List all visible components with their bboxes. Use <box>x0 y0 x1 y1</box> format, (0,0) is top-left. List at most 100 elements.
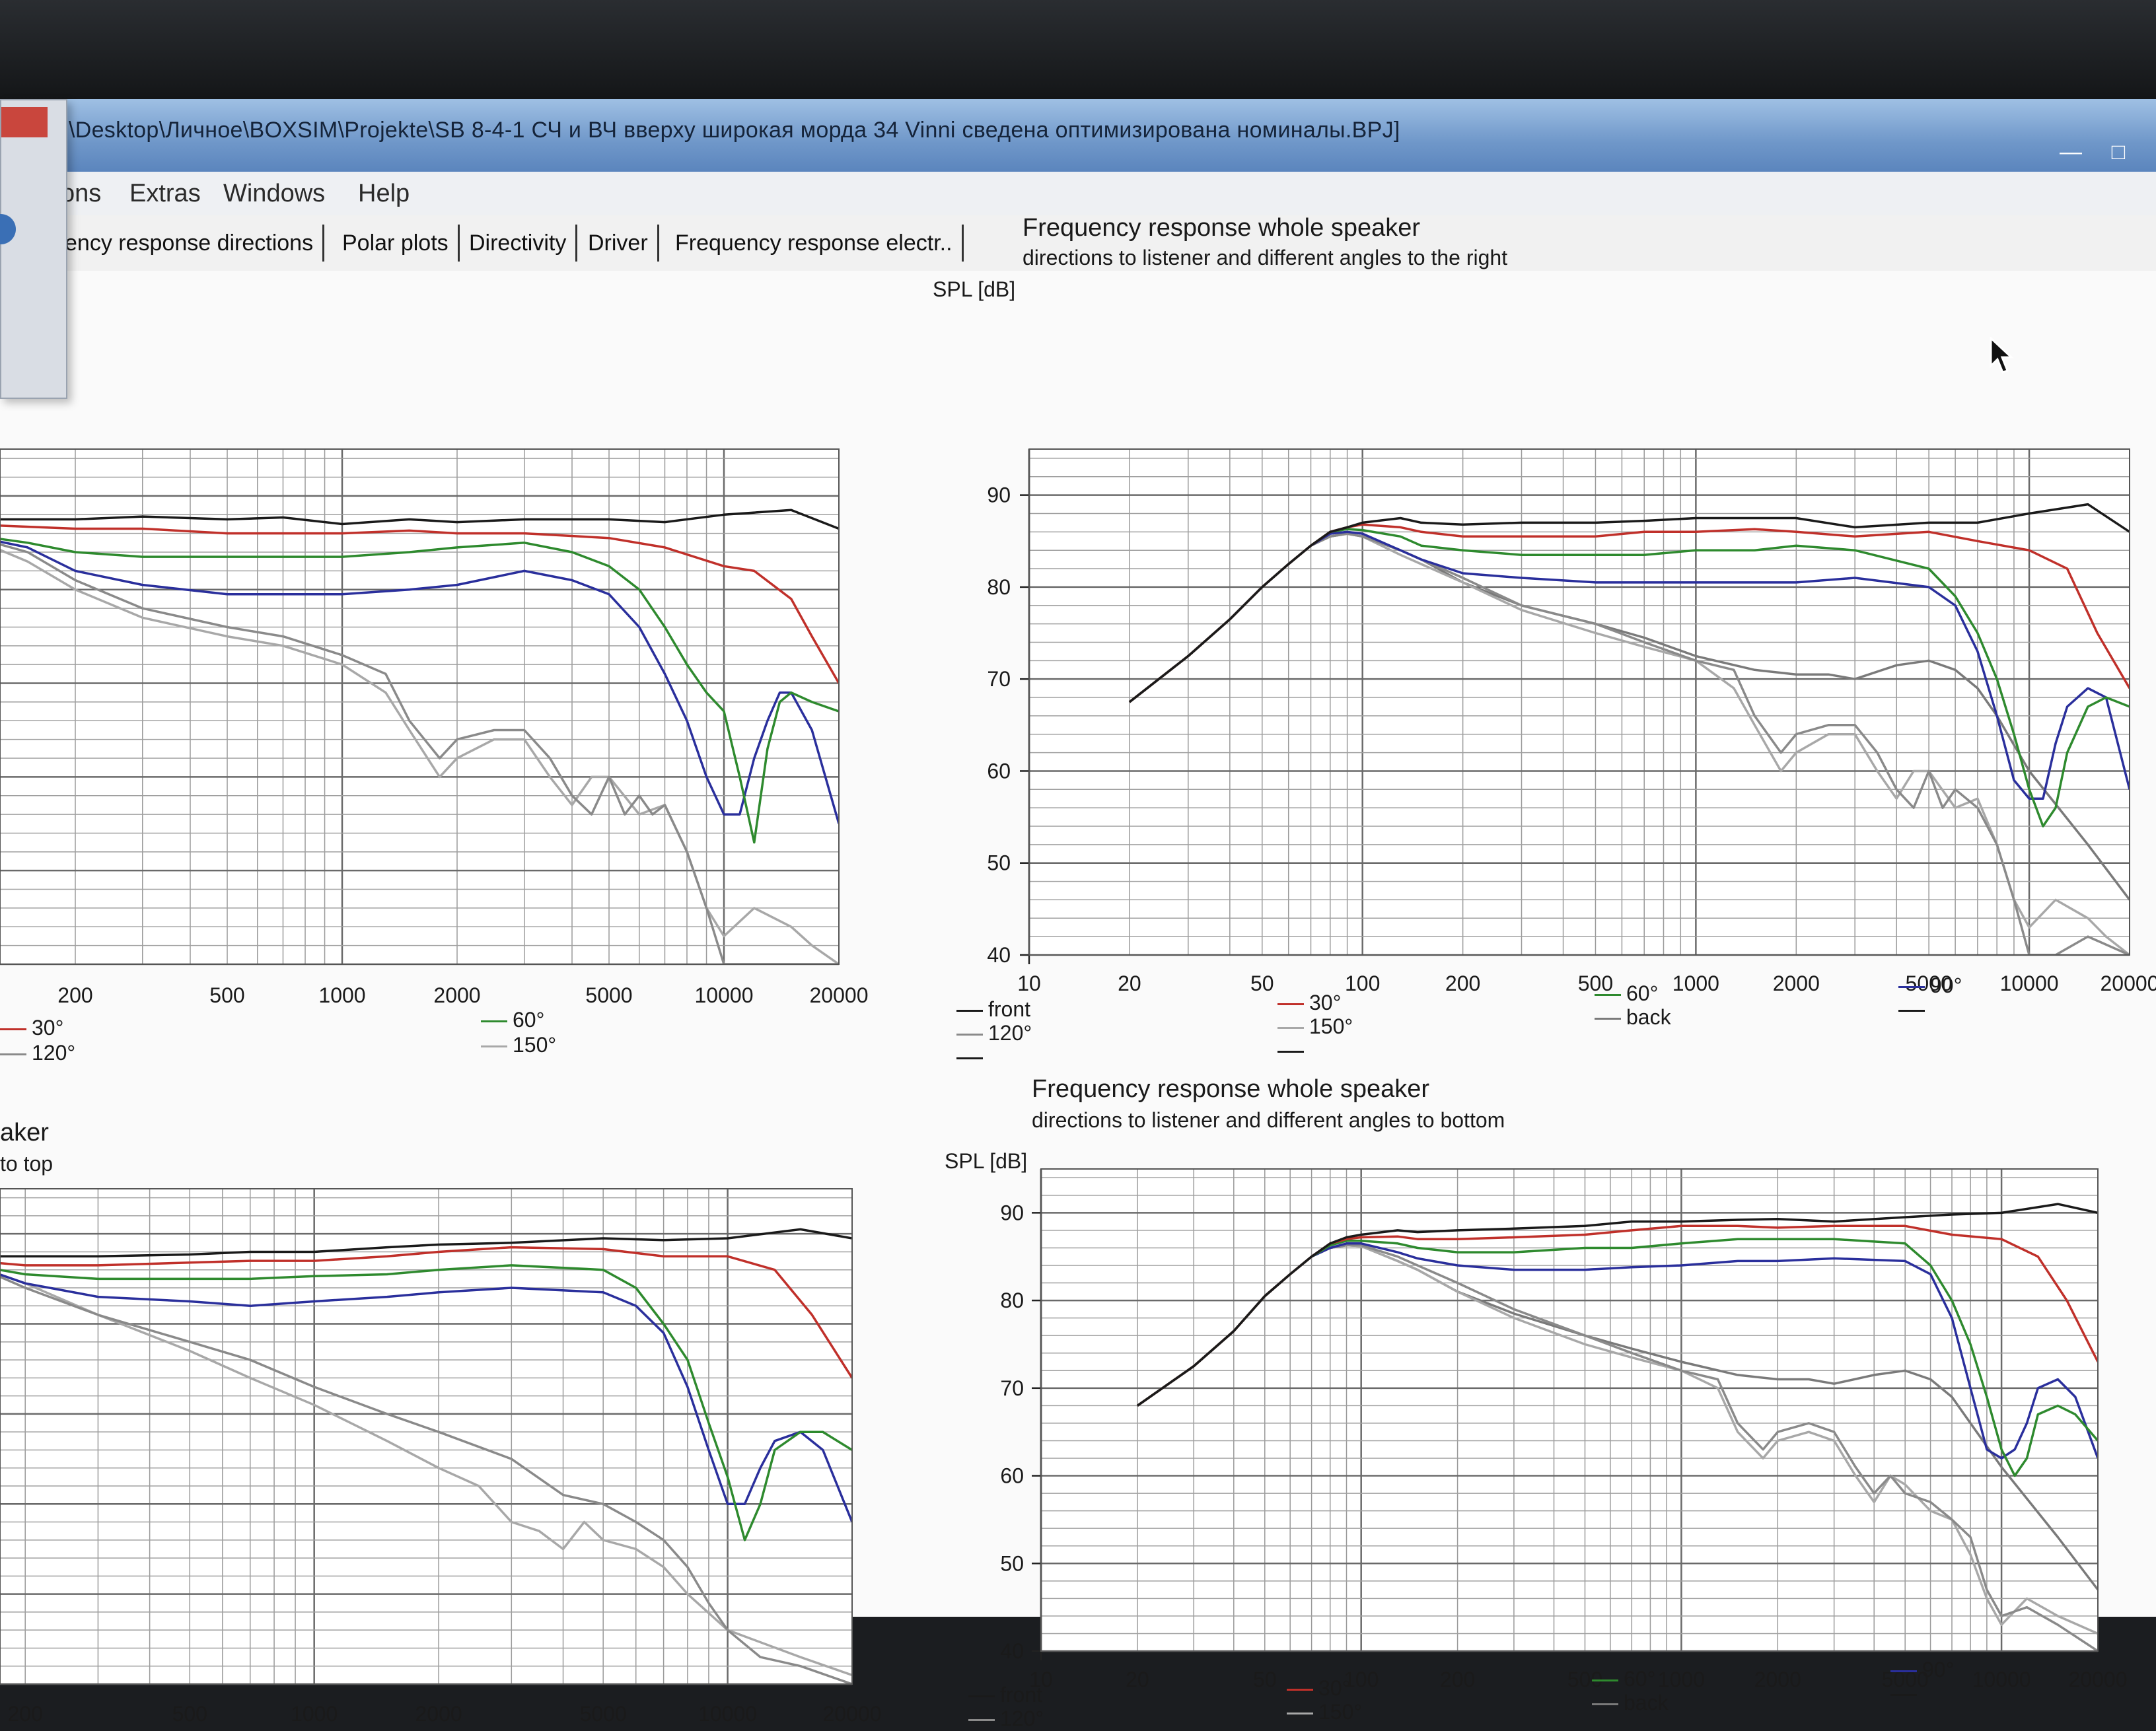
y-tick-label: 60 <box>987 759 1011 783</box>
menu-bar: ons Extras Windows Help <box>0 172 2156 216</box>
y-tick-label: 50 <box>1000 1551 1024 1575</box>
tab-directivity[interactable]: Directivity <box>460 225 578 262</box>
series-line-90deg <box>0 540 839 824</box>
x-tick-label: 50 <box>1250 971 1274 995</box>
legend-item-60: 60° <box>1595 981 1658 1006</box>
tab-driver[interactable]: Driver <box>579 225 659 262</box>
x-tick-label: 500 <box>1578 971 1613 995</box>
chart-top-right-svg: 10 20 50 100 200 500 1000 2000 5000 10000 20000 40 5… <box>987 448 2156 995</box>
legend-item-120: 120° <box>968 1707 1044 1731</box>
y-tick-label: 90 <box>1000 1201 1024 1224</box>
x-tick-label: 20 <box>1126 1668 1149 1691</box>
x-tick-label: 1000 <box>1672 971 1719 995</box>
x-tick-label: 2000 <box>433 983 480 1007</box>
floating-toolbox[interactable] <box>0 99 67 399</box>
chart-subtitle: directions to listener and different ang… <box>1023 246 1508 269</box>
x-tick-label: 1000 <box>1658 1668 1705 1691</box>
menu-windows[interactable]: Windows <box>223 180 326 207</box>
menu-extras[interactable]: Extras <box>129 180 201 207</box>
legend-item-back: back <box>1595 1005 1671 1030</box>
x-tick-label: 2000 <box>1773 971 1820 995</box>
legend-item-150: 150° <box>1287 1700 1362 1724</box>
x-tick-label: 200 <box>8 1702 43 1726</box>
help-icon[interactable] <box>0 214 16 244</box>
x-tick-label: 50 <box>1253 1668 1277 1691</box>
chart-subtitle: to top <box>0 1152 54 1176</box>
y-tick-label: 40 <box>1000 1639 1024 1663</box>
x-tick-label: 200 <box>57 983 92 1007</box>
y-tick-label: 40 <box>987 943 1011 967</box>
y-tick-label: 80 <box>987 575 1011 599</box>
series-line-150deg <box>0 548 839 964</box>
legend-item-front: front <box>956 997 1030 1022</box>
plot-background <box>0 449 839 964</box>
series-group <box>0 509 839 964</box>
series-line-front <box>1136 1203 2098 1407</box>
x-tick-label: 500 <box>172 1702 207 1726</box>
x-tick-label: 500 <box>209 983 244 1007</box>
legend-item-150: 150° <box>481 1033 556 1057</box>
title-bar[interactable]: \Desktop\Личное\BOXSIM\Projekte\SB 8-4-1… <box>0 99 2156 172</box>
y-tick-label: 70 <box>1000 1376 1024 1400</box>
series-line-120deg <box>0 543 839 964</box>
y-axis-label: SPL [dB] <box>945 1149 1028 1173</box>
x-tick-label: 2000 <box>1754 1668 1801 1691</box>
legend-item-front: front <box>968 1683 1042 1707</box>
chart-top-right: Frequency response whole speaker directi… <box>925 214 2156 1060</box>
legend-item-30: 30° <box>1287 1676 1350 1701</box>
legend-item-120: 120° <box>0 1041 75 1065</box>
x-tick-label: 10 <box>1017 971 1041 995</box>
x-tick-label: 20000 <box>810 983 869 1007</box>
legend-item-blank <box>1898 997 1930 1022</box>
x-tick-label: 5000 <box>580 1702 627 1726</box>
x-tick-label: 10000 <box>698 1702 757 1726</box>
tab-frequency-response-directions[interactable]: ency response directions <box>55 225 325 262</box>
plot-area: 200 500 1000 2000 5000 10000 20000 30° 120° 60… <box>0 214 2156 1730</box>
legend-item-blank <box>1890 1681 1922 1706</box>
tab-frequency-response-electr[interactable]: Frequency response electr.. <box>666 225 964 262</box>
chart-title: aker <box>0 1119 49 1147</box>
tab-polar-plots[interactable]: Polar plots <box>333 225 460 262</box>
series-line-60deg <box>0 1264 852 1541</box>
x-tick-label: 20 <box>1118 971 1141 995</box>
legend-item-blank <box>956 1045 988 1069</box>
series-line-90deg <box>0 1273 852 1523</box>
legend-item-30: 30° <box>1277 991 1341 1015</box>
x-tick-label: 20000 <box>823 1702 882 1726</box>
plot-frame <box>0 448 840 965</box>
x-tick-label: 5000 <box>585 983 632 1007</box>
y-tick-label: 60 <box>1000 1464 1024 1488</box>
y-tick-label: 50 <box>987 851 1011 875</box>
mouse-cursor-icon <box>1990 337 2014 374</box>
chart-bottom-right: Frequency response whole speaker directi… <box>925 964 2156 1730</box>
close-icon[interactable] <box>1 107 48 137</box>
monitor-bezel <box>0 0 2156 99</box>
legend-item-120: 120° <box>956 1021 1032 1045</box>
grid <box>1040 1169 2099 1652</box>
x-tick-label: 2000 <box>415 1702 462 1726</box>
chart-title: Frequency response whole speaker <box>1023 214 1421 242</box>
tab-bar: ency response directions Polar plots Dir… <box>0 215 2156 271</box>
maximize-button[interactable]: □ <box>2111 139 2126 164</box>
plot-background <box>0 1189 852 1684</box>
chart-top-left-svg: 200 500 1000 2000 5000 10000 20000 <box>0 448 868 1007</box>
series-line-30deg <box>0 1246 852 1379</box>
x-tick-label: 200 <box>1440 1668 1475 1691</box>
plot-background <box>1029 449 2130 955</box>
grid <box>0 449 840 966</box>
legend-item-back: back <box>1592 1691 1669 1715</box>
plot-background <box>1041 1169 2098 1651</box>
y-tick-label: 90 <box>987 483 1011 507</box>
boxsim-window: \Desktop\Личное\BOXSIM\Projekte\SB 8-4-1… <box>0 99 2156 1730</box>
x-tick-label: 100 <box>1345 971 1380 995</box>
minimize-button[interactable]: — <box>2060 139 2082 164</box>
series-line-150deg <box>0 1273 852 1677</box>
menu-help[interactable]: Help <box>358 180 410 207</box>
plot-frame <box>1028 448 2130 956</box>
menu-options[interactable]: ons <box>61 180 102 207</box>
chart-subtitle: directions to listener and different ang… <box>1032 1108 1505 1132</box>
x-tick-label: 10000 <box>695 983 754 1007</box>
x-tick-label: 5000 <box>1906 971 1953 995</box>
legend-item-150: 150° <box>1277 1014 1353 1039</box>
series-line-front <box>1128 503 2130 703</box>
